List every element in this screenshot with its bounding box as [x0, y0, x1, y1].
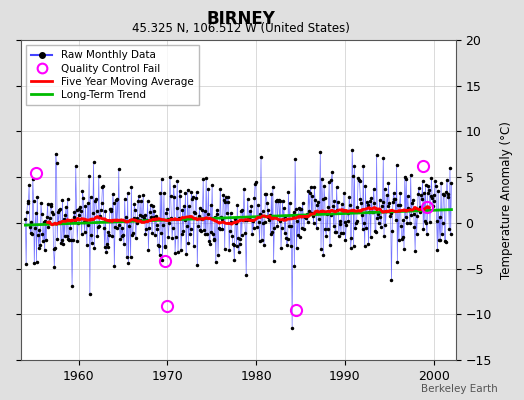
Text: Berkeley Earth: Berkeley Earth — [421, 384, 498, 394]
Text: BIRNEY: BIRNEY — [206, 10, 276, 28]
Text: 45.325 N, 106.512 W (United States): 45.325 N, 106.512 W (United States) — [132, 22, 350, 35]
Legend: Raw Monthly Data, Quality Control Fail, Five Year Moving Average, Long-Term Tren: Raw Monthly Data, Quality Control Fail, … — [26, 45, 199, 105]
Y-axis label: Temperature Anomaly (°C): Temperature Anomaly (°C) — [500, 121, 514, 279]
